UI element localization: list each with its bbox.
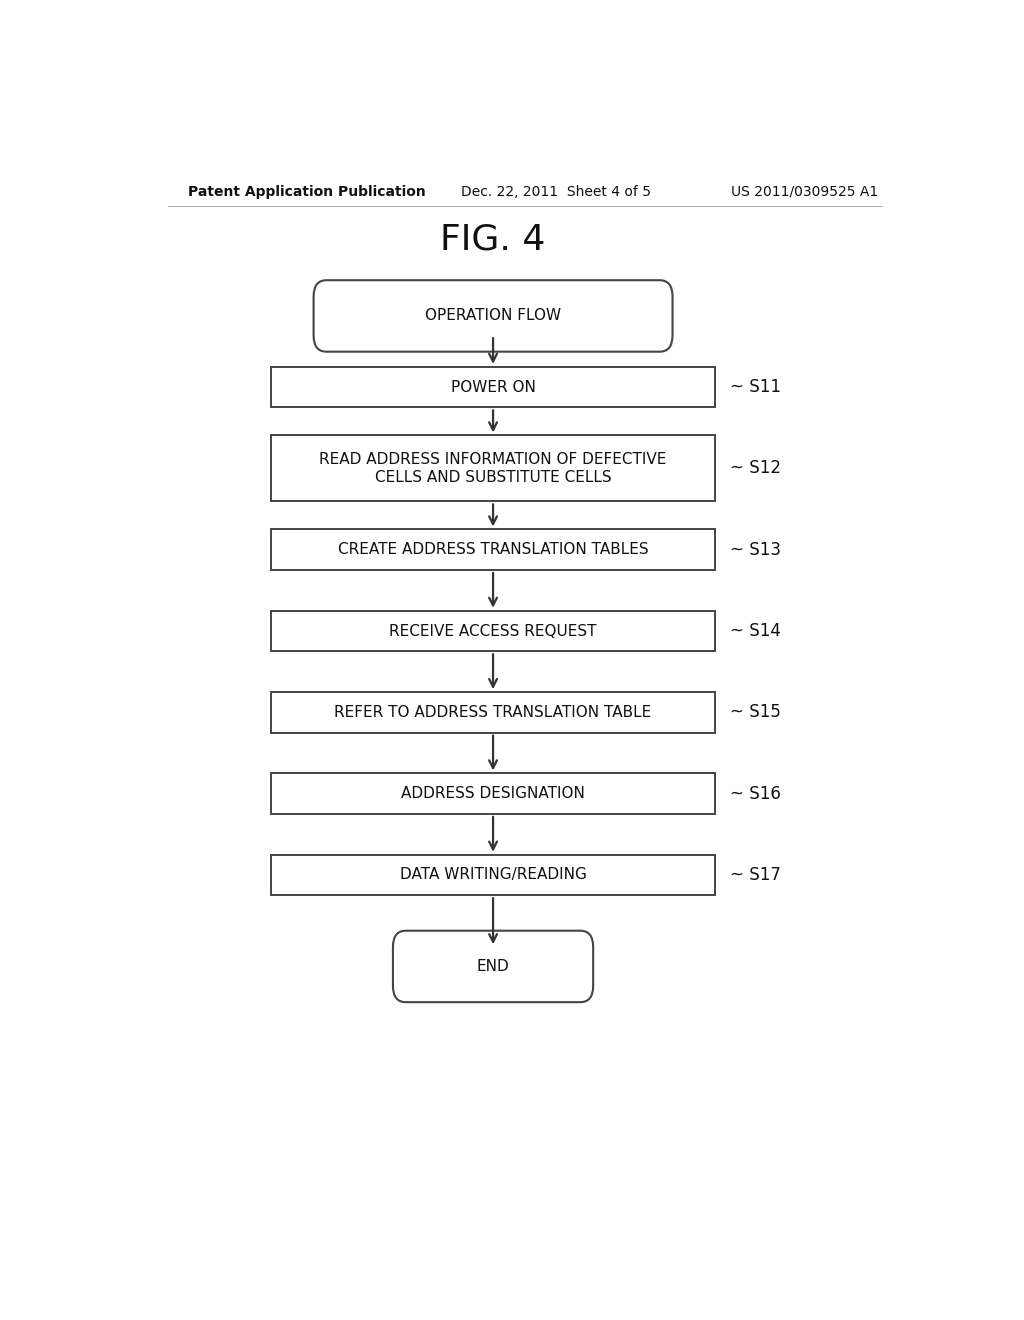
Text: ~ S14: ~ S14: [729, 622, 780, 640]
Text: ~ S13: ~ S13: [729, 541, 780, 558]
FancyBboxPatch shape: [313, 280, 673, 351]
Bar: [270, 774, 715, 814]
Text: ~ S15: ~ S15: [729, 704, 780, 721]
Text: OPERATION FLOW: OPERATION FLOW: [425, 309, 561, 323]
Text: REFER TO ADDRESS TRANSLATION TABLE: REFER TO ADDRESS TRANSLATION TABLE: [335, 705, 651, 719]
Text: DATA WRITING/READING: DATA WRITING/READING: [399, 867, 587, 883]
Text: END: END: [477, 958, 509, 974]
Text: Patent Application Publication: Patent Application Publication: [187, 185, 425, 199]
Text: RECEIVE ACCESS REQUEST: RECEIVE ACCESS REQUEST: [389, 623, 597, 639]
Text: US 2011/0309525 A1: US 2011/0309525 A1: [731, 185, 879, 199]
Text: ~ S12: ~ S12: [729, 459, 780, 478]
Bar: [270, 436, 715, 502]
Bar: [270, 367, 715, 408]
Bar: [270, 529, 715, 570]
Text: ADDRESS DESIGNATION: ADDRESS DESIGNATION: [401, 787, 585, 801]
Text: ~ S11: ~ S11: [729, 378, 780, 396]
Text: READ ADDRESS INFORMATION OF DEFECTIVE
CELLS AND SUBSTITUTE CELLS: READ ADDRESS INFORMATION OF DEFECTIVE CE…: [319, 453, 667, 484]
Bar: [270, 611, 715, 651]
FancyBboxPatch shape: [393, 931, 593, 1002]
Text: ~ S17: ~ S17: [729, 866, 780, 884]
Bar: [270, 854, 715, 895]
Text: CREATE ADDRESS TRANSLATION TABLES: CREATE ADDRESS TRANSLATION TABLES: [338, 543, 648, 557]
Text: ~ S16: ~ S16: [729, 784, 780, 803]
Text: FIG. 4: FIG. 4: [440, 223, 546, 256]
Text: Dec. 22, 2011  Sheet 4 of 5: Dec. 22, 2011 Sheet 4 of 5: [461, 185, 651, 199]
Bar: [270, 692, 715, 733]
Text: POWER ON: POWER ON: [451, 380, 536, 395]
